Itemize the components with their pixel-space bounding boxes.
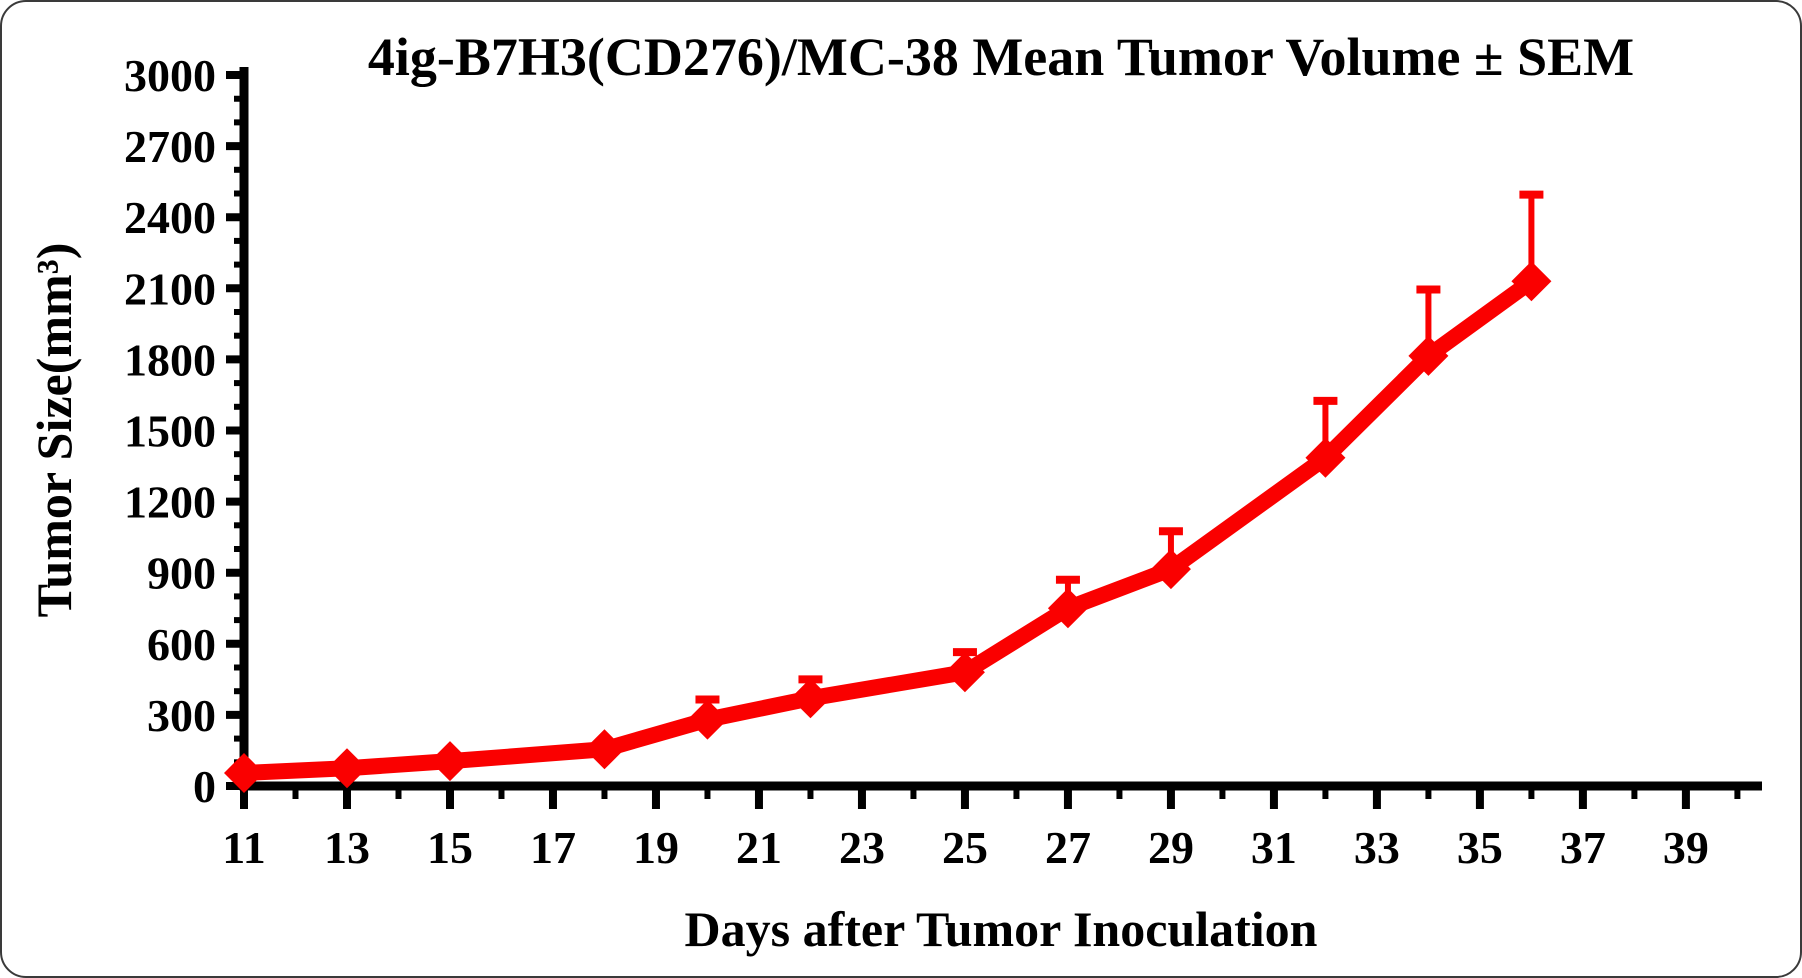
y-tick-label: 0 — [193, 761, 216, 812]
x-tick-label: 31 — [1251, 822, 1297, 873]
axes — [239, 67, 1762, 791]
x-tick-label: 37 — [1560, 822, 1606, 873]
x-axis-label: Days after Tumor Inoculation — [684, 901, 1318, 957]
data-point-marker — [326, 748, 367, 789]
data-point-marker — [790, 678, 831, 719]
x-tick-label: 15 — [427, 822, 473, 873]
y-tick-label: 2400 — [124, 192, 216, 243]
y-tick-label: 2700 — [124, 121, 216, 172]
y-tick-label: 900 — [147, 548, 216, 599]
y-tick-label: 1200 — [124, 477, 216, 528]
y-tick-label: 600 — [147, 619, 216, 670]
y-tick-label: 1500 — [124, 406, 216, 457]
x-tick-label: 13 — [324, 822, 370, 873]
x-tick-label: 19 — [633, 822, 679, 873]
y-tick-label: 300 — [147, 690, 216, 741]
series-markers — [224, 261, 1552, 793]
data-point-marker — [1305, 437, 1346, 478]
data-point-marker — [1511, 261, 1552, 302]
x-tick-label: 29 — [1148, 822, 1194, 873]
data-point-marker — [687, 699, 728, 740]
x-tick-label: 11 — [222, 822, 265, 873]
data-point-marker — [1408, 335, 1449, 376]
x-tick-label: 27 — [1045, 822, 1091, 873]
data-point-marker — [1047, 588, 1088, 629]
data-point-marker — [1150, 549, 1191, 590]
x-tick-label: 23 — [839, 822, 885, 873]
y-axis-ticks: 0 300 600 900 1200 1500 1800 2100 2400 2700 3000 — [124, 50, 243, 812]
data-point-marker — [944, 652, 985, 693]
y-tick-label: 3000 — [124, 50, 216, 101]
y-tick-label: 1800 — [124, 334, 216, 385]
x-tick-label: 17 — [530, 822, 576, 873]
x-tick-label: 25 — [942, 822, 988, 873]
x-tick-label: 35 — [1457, 822, 1503, 873]
x-tick-label: 21 — [736, 822, 782, 873]
x-axis-ticks: 11 13 15 17 19 21 23 25 27 29 31 33 35 37 39 — [222, 787, 1741, 873]
data-point-marker — [429, 741, 470, 782]
series-line — [236, 273, 1540, 781]
x-tick-label: 33 — [1354, 822, 1400, 873]
data-point-marker — [224, 752, 264, 793]
error-bars — [695, 190, 1544, 720]
x-tick-label: 39 — [1663, 822, 1709, 873]
y-axis-label: Tumor Size(mm³) — [26, 242, 82, 618]
chart-title: 4ig-B7H3(CD276)/MC-38 Mean Tumor Volume … — [367, 27, 1635, 87]
data-point-marker — [584, 729, 625, 770]
y-tick-label: 2100 — [124, 263, 216, 314]
